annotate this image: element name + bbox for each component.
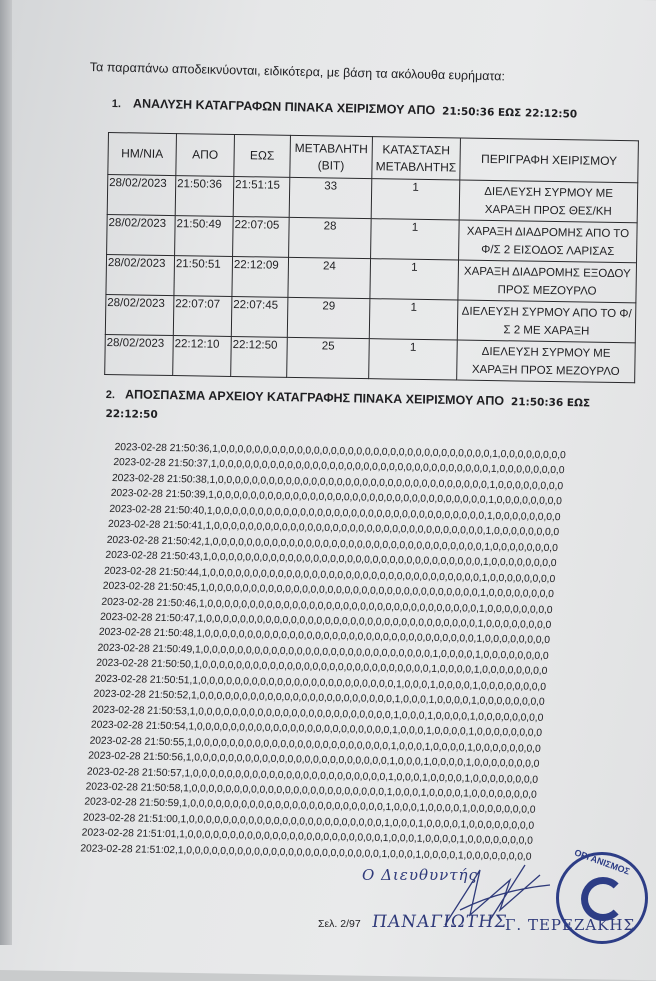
column-header: ΚΑΤΑΣΤΑΣΗ ΜΕΤΑΒΛΗΤΗΣ: [371, 136, 461, 181]
bit-cell: 25: [286, 337, 370, 379]
page-edge-shadow: [0, 0, 12, 945]
from-cell: 22:12:10: [172, 335, 232, 377]
column-header: ΠΕΡΙΓΡΑΦΗ ΧΕΙΡΙΣΜΟΥ: [459, 138, 639, 183]
from-cell: 21:50:51: [173, 255, 233, 297]
from-cell: 21:50:36: [175, 175, 234, 217]
to-cell: 22:12:50: [230, 336, 288, 378]
state-cell: 1: [371, 178, 460, 221]
state-cell: 1: [370, 218, 460, 261]
handwritten-title: Ο Διευθυντής: [362, 866, 478, 884]
official-stamp: ΟΡΓΑΝΙΣΜΟΣ: [556, 847, 648, 944]
from-cell: 21:50:49: [174, 215, 234, 257]
description-cell: ΧΑΡΑΞΗ ΔΙΑΔΡΟΜΗΣ ΕΞΟΔΟΥ ΠΡΟΣ ΜΕΖΟΥΡΛΟ: [457, 260, 637, 303]
date-cell: 28/02/2023: [104, 334, 174, 376]
from-cell: 22:07:07: [173, 295, 232, 337]
table-row: 28/02/2023 22:12:10 22:12:50 25 1 ΔΙΕΛΕΥΣΗ ΣΥ…: [104, 334, 636, 383]
state-cell: 1: [369, 258, 459, 301]
date-cell: 28/02/2023: [105, 254, 175, 296]
to-cell: 22:07:05: [232, 216, 290, 258]
section-2-number: 2.: [105, 388, 116, 402]
bit-cell: 33: [289, 177, 372, 219]
section-1-number: 1.: [111, 97, 122, 111]
column-header: ΜΕΤΑΒΛΗΤΗ (BIT): [289, 135, 373, 179]
to-cell: 22:12:09: [231, 256, 289, 298]
description-cell: ΔΙΕΛΕΥΣΗ ΣΥΡΜΟΥ ΑΠΟ ΤΟ Φ/Σ 2 ΜΕ ΧΑΡΑΞΗ: [457, 300, 636, 343]
bit-cell: 29: [287, 297, 370, 339]
description-cell: ΔΙΕΛΕΥΣΗ ΣΥΡΜΟΥ ΜΕ ΧΑΡΑΞΗ ΠΡΟΣ ΘΕΣ/ΚΗ: [459, 180, 638, 223]
date-cell: 28/02/2023: [105, 294, 174, 336]
page-number: Σελ. 2/97: [318, 918, 361, 930]
column-header: ΗΜ/ΝΙΑ: [107, 132, 177, 176]
section-2-title: ΑΠΟΣΠΑΣΜΑ ΑΡΧΕΙΟΥ ΚΑΤΑΓΡΑΦΗΣ ΠΙΝΑΚΑ ΧΕΙΡ…: [124, 387, 505, 408]
date-cell: 28/02/2023: [106, 214, 176, 256]
log-excerpt: 2023-02-28 21:50:36,1,0,0,0,0,0,0,0,0,0,…: [80, 440, 566, 865]
column-header: ΕΩΣ: [233, 134, 291, 178]
operations-table: ΗΜ/ΝΙΑ ΑΠΟ ΕΩΣ ΜΕΤΑΒΛΗΤΗ (BIT) ΚΑΤΑΣΤΑΣΗ ΜΕΤ…: [104, 132, 639, 383]
description-cell: ΔΙΕΛΕΥΣΗ ΣΥΡΜΟΥ ΜΕ ΧΑΡΑΞΗ ΠΡΟΣ ΜΕΖΟΥΡΛΟ: [456, 340, 636, 383]
stamp-logo: [581, 877, 625, 921]
bit-cell: 28: [288, 217, 372, 259]
state-cell: 1: [368, 338, 458, 381]
to-cell: 21:51:15: [233, 176, 290, 218]
bit-cell: 24: [287, 257, 371, 299]
date-cell: 28/02/2023: [107, 174, 176, 216]
description-cell: ΧΑΡΑΞΗ ΔΙΑΔΡΟΜΗΣ ΑΠΟ ΤΟ Φ/Σ 2 ΕΙΣΟΔΟΣ ΛΑ…: [458, 220, 638, 263]
signature-scribble: [444, 864, 551, 926]
state-cell: 1: [369, 298, 458, 341]
to-cell: 22:07:45: [231, 296, 288, 338]
column-header: ΑΠΟ: [175, 133, 235, 177]
